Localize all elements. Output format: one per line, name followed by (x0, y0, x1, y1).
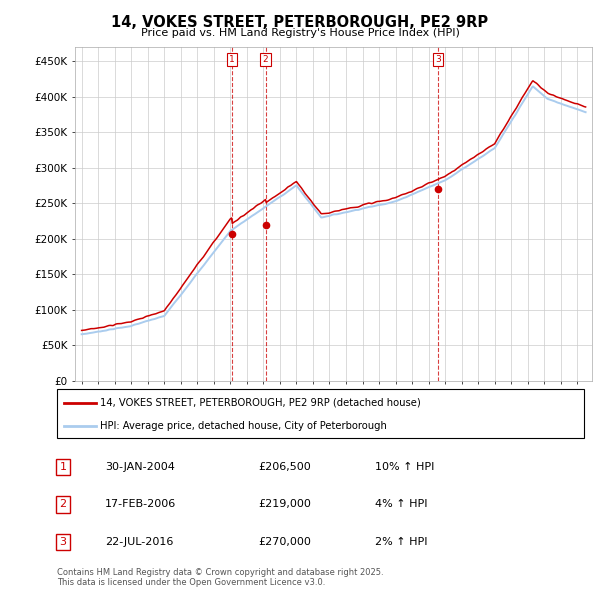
Text: 22-JUL-2016: 22-JUL-2016 (105, 537, 173, 546)
Text: 30-JAN-2004: 30-JAN-2004 (105, 463, 175, 472)
Text: £270,000: £270,000 (258, 537, 311, 546)
Text: 2: 2 (263, 55, 268, 64)
Text: 3: 3 (435, 55, 441, 64)
Text: Price paid vs. HM Land Registry's House Price Index (HPI): Price paid vs. HM Land Registry's House … (140, 28, 460, 38)
Text: 1: 1 (229, 55, 235, 64)
Text: 2% ↑ HPI: 2% ↑ HPI (375, 537, 427, 546)
Text: 14, VOKES STREET, PETERBOROUGH, PE2 9RP: 14, VOKES STREET, PETERBOROUGH, PE2 9RP (112, 15, 488, 30)
Text: £206,500: £206,500 (258, 463, 311, 472)
Text: 2: 2 (59, 500, 67, 509)
Text: £219,000: £219,000 (258, 500, 311, 509)
Text: 14, VOKES STREET, PETERBOROUGH, PE2 9RP (detached house): 14, VOKES STREET, PETERBOROUGH, PE2 9RP … (100, 398, 421, 408)
Text: 10% ↑ HPI: 10% ↑ HPI (375, 463, 434, 472)
Text: 3: 3 (59, 537, 67, 546)
Text: HPI: Average price, detached house, City of Peterborough: HPI: Average price, detached house, City… (100, 421, 387, 431)
Text: 1: 1 (59, 463, 67, 472)
Text: 4% ↑ HPI: 4% ↑ HPI (375, 500, 427, 509)
Text: Contains HM Land Registry data © Crown copyright and database right 2025.
This d: Contains HM Land Registry data © Crown c… (57, 568, 383, 587)
Text: 17-FEB-2006: 17-FEB-2006 (105, 500, 176, 509)
